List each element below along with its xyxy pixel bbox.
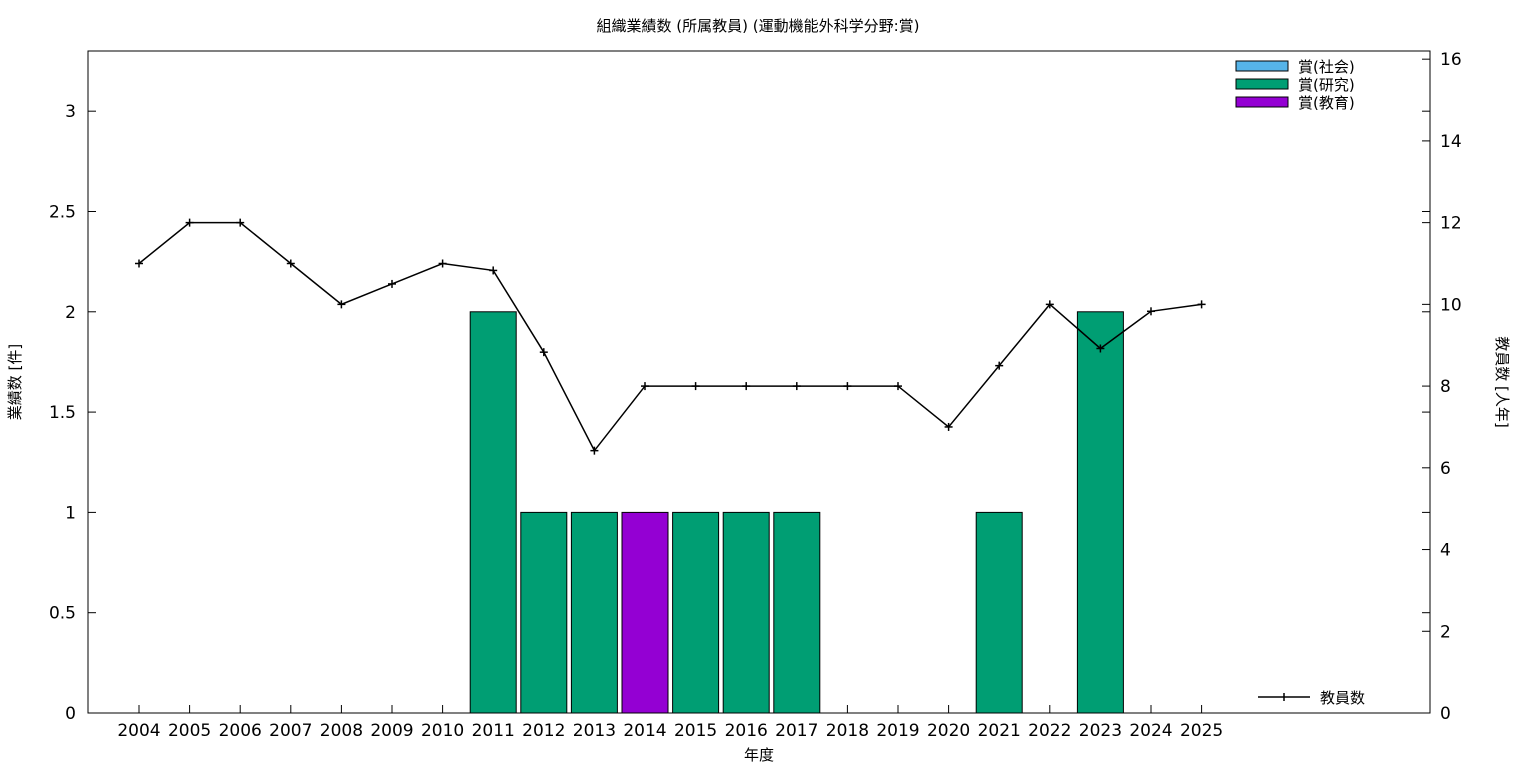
x-tick-label: 2020 (927, 721, 970, 741)
line-point-2004 (135, 259, 143, 268)
legend-bars: 賞(社会)賞(研究)賞(教育) (1235, 58, 1355, 112)
y2-axis: 0 2 4 6 8 10 12 14 16 (1422, 50, 1462, 724)
line-point-2017 (792, 382, 801, 391)
y-tick-label: 1 (65, 503, 76, 523)
series-line-faculty (138, 221, 1202, 453)
y2-tick-label: 12 (1440, 214, 1462, 234)
line-point-2008 (337, 300, 346, 309)
legend-label: 賞(教育) (1298, 94, 1355, 112)
x-tick-label: 2024 (1129, 721, 1172, 741)
legend-item: 賞(社会) (1235, 58, 1355, 76)
line-point-2016 (742, 382, 751, 391)
x-axis-label: 年度 (744, 746, 774, 764)
chart-title: 組織業績数 (所属教員) (運動機能外科学分野:賞) (596, 17, 919, 35)
x-tick-label: 2005 (168, 721, 211, 741)
line-point-2025 (1197, 300, 1206, 309)
y2-tick-label: 0 (1440, 704, 1451, 724)
bar-2015 (672, 511, 720, 714)
bar-2016 (722, 511, 770, 714)
bar-2011 (469, 311, 517, 714)
legend-line: 教員数 (1258, 689, 1365, 707)
line-point-2020 (944, 422, 953, 431)
line-point-2018 (843, 382, 852, 391)
x-tick-label: 2004 (117, 721, 160, 741)
legend-swatch (1235, 60, 1289, 72)
x-tick-label: 2014 (623, 721, 666, 741)
line-layer (135, 218, 1206, 455)
x-tick-label: 2019 (876, 721, 919, 741)
line-point-2005 (185, 218, 194, 227)
y-tick-label: 2 (65, 303, 76, 323)
x-tick-label: 2018 (826, 721, 869, 741)
y-tick-label: 2.5 (49, 202, 76, 222)
bar-2017 (773, 511, 821, 714)
x-tick-label: 2025 (1180, 721, 1223, 741)
x-tick-label: 2017 (775, 721, 818, 741)
legend-label: 賞(研究) (1298, 76, 1355, 94)
y-axis: 0 0.5 1 1.5 2 2.5 3 (49, 102, 1430, 724)
line-point-2011 (489, 266, 498, 275)
line-point-2012 (539, 348, 548, 357)
x-tick-label: 2006 (219, 721, 262, 741)
y-tick-label: 1.5 (49, 403, 76, 423)
legend-swatch (1235, 96, 1289, 108)
line-point-2007 (286, 259, 295, 268)
bar-2023 (1076, 311, 1124, 714)
line-point-2010 (438, 259, 447, 268)
x-tick-label: 2021 (978, 721, 1021, 741)
legend-item: 教員数 (1258, 689, 1365, 707)
y-axis-label: 業績数 [件] (6, 344, 24, 420)
legend-item: 賞(教育) (1235, 94, 1355, 112)
legend-label: 賞(社会) (1298, 58, 1355, 76)
bar-2013 (570, 511, 618, 714)
legend-item: 賞(研究) (1235, 76, 1355, 94)
y2-axis-label: 教員数 [人年] (1493, 336, 1511, 427)
bar-2012 (520, 511, 568, 714)
line-point-2013 (590, 446, 599, 455)
x-axis: 2004 2005 2006 2007 2008 2009 2010 2011 2012 2013… (117, 705, 1223, 741)
line-point-2014 (641, 382, 649, 391)
y-tick-label: 0 (65, 704, 76, 724)
y2-tick-label: 16 (1440, 50, 1462, 70)
bar-2014 (621, 511, 669, 714)
line-point-2023 (1096, 344, 1105, 353)
x-tick-label: 2011 (472, 721, 515, 741)
x-tick-label: 2015 (674, 721, 717, 741)
line-point-2019 (894, 382, 902, 391)
x-tick-label: 2008 (320, 721, 363, 741)
y-tick-label: 3 (65, 102, 76, 122)
legend-swatch (1235, 78, 1289, 90)
x-tick-label: 2022 (1028, 721, 1071, 741)
y2-tick-label: 8 (1440, 377, 1451, 397)
x-tick-label: 2007 (269, 721, 312, 741)
line-point-2006 (236, 218, 245, 227)
x-tick-label: 2012 (522, 721, 565, 741)
line-point-2009 (388, 279, 396, 288)
x-tick-label: 2023 (1079, 721, 1122, 741)
line-point-2021 (995, 361, 1004, 370)
x-tick-label: 2009 (370, 721, 413, 741)
y2-tick-label: 2 (1440, 622, 1451, 642)
bar-layer (469, 311, 1124, 714)
x-tick-label: 2016 (725, 721, 768, 741)
x-tick-label: 2013 (573, 721, 616, 741)
legend-label: 教員数 (1320, 689, 1365, 707)
y2-tick-label: 14 (1440, 132, 1462, 152)
x-tick-label: 2010 (421, 721, 464, 741)
bar-2021 (975, 511, 1023, 714)
line-point-2024 (1147, 307, 1155, 316)
line-point-2022 (1045, 300, 1054, 309)
y2-tick-label: 4 (1440, 541, 1451, 561)
y-tick-label: 0.5 (49, 604, 76, 624)
y2-tick-label: 6 (1440, 459, 1451, 479)
line-point-2015 (691, 382, 700, 391)
y2-tick-label: 10 (1440, 295, 1462, 315)
